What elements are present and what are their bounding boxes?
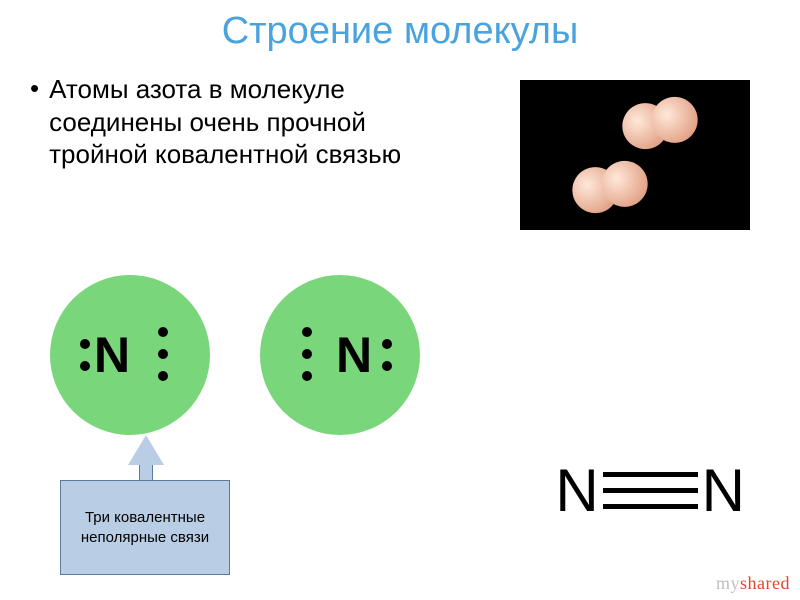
electron-dot <box>382 361 392 371</box>
formula-n-right: N <box>702 456 745 525</box>
watermark-shared: shared <box>740 573 790 593</box>
triple-bond-icon <box>603 472 698 509</box>
electron-dot <box>302 349 312 359</box>
callout-arrow-icon <box>128 435 164 465</box>
atom-right: N <box>260 275 420 435</box>
body-text: Атомы азота в молекуле соединены очень п… <box>49 73 469 171</box>
lewis-atoms-row: N N <box>50 275 420 435</box>
electron-dot <box>158 349 168 359</box>
electron-dot <box>382 339 392 349</box>
watermark-my: my <box>716 573 740 593</box>
electron-dot <box>80 361 90 371</box>
atom-left: N <box>50 275 210 435</box>
molecule-3d-box <box>520 80 750 230</box>
atom-left-label: N <box>94 326 130 384</box>
electron-dot <box>80 339 90 349</box>
electron-dot <box>302 327 312 337</box>
structural-formula: N N <box>555 456 745 525</box>
electron-dot <box>158 371 168 381</box>
electron-dot <box>158 327 168 337</box>
slide-title: Строение молекулы <box>0 0 800 53</box>
formula-n-left: N <box>555 456 598 525</box>
atom-right-label: N <box>336 326 372 384</box>
callout-box: Три ковалентные неполярные связи <box>60 480 230 575</box>
watermark: myshared <box>716 573 790 594</box>
electron-dot <box>302 371 312 381</box>
bullet-dot: • <box>30 73 39 104</box>
